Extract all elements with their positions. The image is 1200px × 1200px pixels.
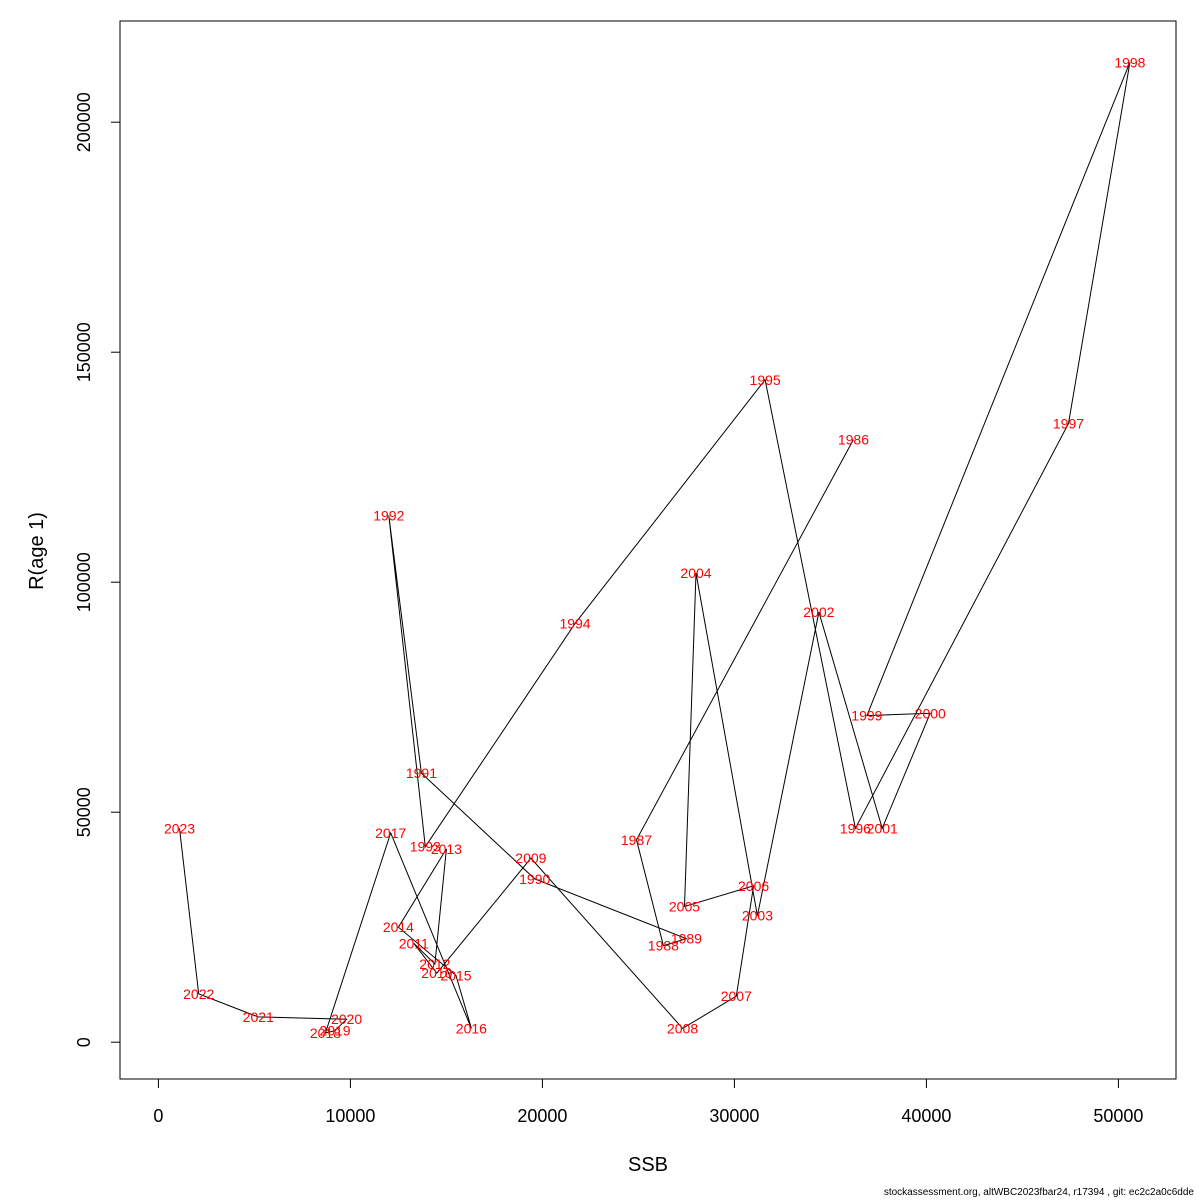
point-label-2011: 2011 — [399, 935, 429, 951]
point-label-1994: 1994 — [559, 616, 590, 632]
point-label-1986: 1986 — [838, 432, 869, 448]
point-label-2007: 2007 — [721, 988, 752, 1004]
x-tick-label: 40000 — [901, 1106, 951, 1126]
y-axis: 0 50000 100000 150000 200000 — [74, 92, 121, 1047]
series-line — [179, 62, 1131, 1034]
point-label-1988: 1988 — [648, 938, 679, 954]
point-label-2017: 2017 — [375, 825, 406, 841]
point-label-1990: 1990 — [519, 871, 550, 887]
y-axis-title: R(age 1) — [26, 512, 48, 590]
x-tick-label: 10000 — [325, 1106, 375, 1126]
point-label-2005: 2005 — [669, 899, 700, 915]
x-tick-label: 50000 — [1093, 1106, 1143, 1126]
point-label-1996: 1996 — [840, 820, 871, 836]
point-label-2002: 2002 — [803, 604, 834, 620]
point-label-2008: 2008 — [667, 1020, 698, 1036]
point-label-2016: 2016 — [456, 1020, 487, 1036]
x-tick-label: 0 — [153, 1106, 163, 1126]
y-tick-label: 50000 — [74, 787, 94, 837]
point-label-2003: 2003 — [742, 908, 773, 924]
point-label-1992: 1992 — [373, 508, 404, 524]
x-tick-label: 20000 — [517, 1106, 567, 1126]
point-label-2013: 2013 — [431, 841, 462, 857]
point-label-2020: 2020 — [331, 1011, 362, 1027]
point-label-1999: 1999 — [851, 708, 882, 724]
point-label-2000: 2000 — [915, 705, 946, 721]
point-label-2001: 2001 — [867, 820, 898, 836]
y-tick-label: 100000 — [74, 552, 94, 612]
plot-frame — [119, 20, 1177, 1080]
point-label-2012: 2012 — [419, 956, 450, 972]
point-label-1993: 1993 — [410, 839, 441, 855]
point-label-2014: 2014 — [383, 919, 414, 935]
point-label-1998: 1998 — [1114, 54, 1145, 70]
point-label-2019: 2019 — [319, 1023, 350, 1039]
point-label-1991: 1991 — [406, 765, 437, 781]
point-label-2004: 2004 — [680, 565, 711, 581]
point-label-2009: 2009 — [515, 850, 546, 866]
x-axis-title: SSB — [628, 1154, 668, 1176]
point-label-2022: 2022 — [183, 986, 214, 1002]
point-label-2006: 2006 — [738, 878, 769, 894]
point-label-1995: 1995 — [750, 372, 781, 388]
point-label-2018: 2018 — [310, 1025, 341, 1041]
point-label-1987: 1987 — [621, 832, 652, 848]
point-label-1997: 1997 — [1053, 416, 1084, 432]
x-axis: 0 10000 20000 30000 40000 50000 — [153, 1078, 1143, 1126]
point-label-2015: 2015 — [440, 968, 471, 984]
point-label-2010: 2010 — [421, 965, 452, 981]
point-label-2021: 2021 — [243, 1009, 274, 1025]
footer-text: stockassessment.org, altWBC2023fbar24, r… — [883, 1187, 1194, 1198]
point-label-2023: 2023 — [164, 820, 195, 836]
y-tick-label: 0 — [74, 1037, 94, 1047]
y-tick-label: 150000 — [74, 322, 94, 382]
point-label-1989: 1989 — [671, 931, 702, 947]
y-tick-label: 200000 — [74, 92, 94, 152]
x-tick-label: 30000 — [709, 1106, 759, 1126]
